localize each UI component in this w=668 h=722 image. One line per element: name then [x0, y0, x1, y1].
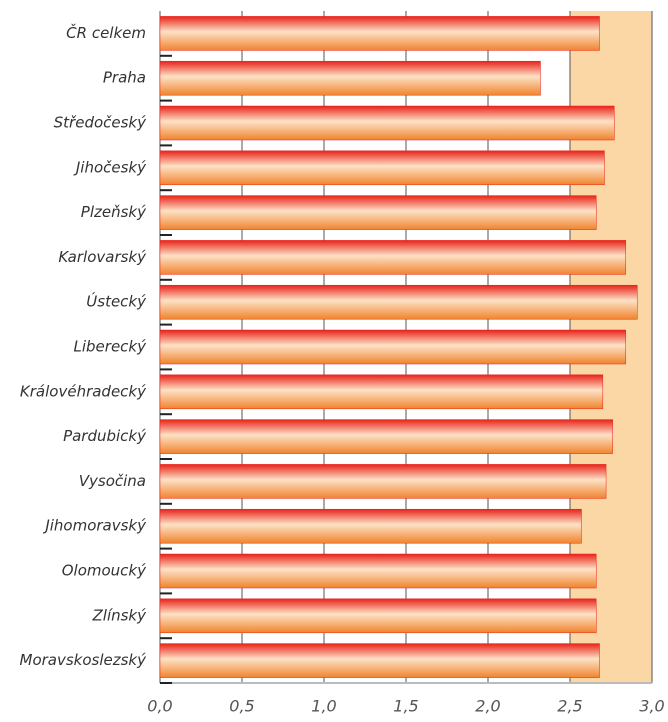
bar — [159, 508, 582, 544]
bar — [159, 553, 597, 589]
y-tick-label: Jihočeský — [73, 158, 147, 176]
bar — [159, 195, 597, 230]
y-tick-label: Ústecký — [86, 292, 147, 311]
bar — [159, 374, 604, 410]
x-tick-label: 3,0 — [639, 697, 664, 716]
bar — [159, 284, 638, 320]
bar — [159, 329, 627, 365]
y-tick-label: Pardubický — [63, 427, 147, 445]
y-tick-label: Liberecký — [74, 338, 148, 356]
bar — [159, 419, 613, 454]
y-tick-label: Karlovarský — [58, 248, 147, 266]
x-tick-label: 1,5 — [393, 697, 418, 716]
y-tick-label: Vysočina — [79, 472, 146, 490]
y-tick-label: Královéhradecký — [20, 382, 147, 400]
y-tick-label: Praha — [103, 69, 146, 87]
bar — [159, 464, 607, 499]
y-tick-label: Moravskoslezský — [20, 651, 148, 669]
bar — [159, 643, 600, 678]
y-tick-label: Zlínský — [92, 606, 148, 624]
bar — [159, 240, 627, 275]
y-tick-label: Jihomoravský — [42, 517, 147, 535]
x-tick-label: 0,0 — [147, 697, 172, 716]
y-tick-label: Středočeský — [54, 114, 147, 132]
x-tick-label: 0,5 — [229, 697, 254, 716]
x-tick-label: 1,0 — [311, 697, 336, 716]
bar — [159, 60, 541, 96]
y-tick-label: ČR celkem — [66, 23, 146, 42]
x-tick-label: 2,0 — [475, 697, 500, 716]
bar — [159, 150, 605, 186]
y-tick-label: Olomoucký — [62, 562, 147, 580]
bar — [159, 16, 600, 51]
bar — [159, 105, 615, 141]
bar — [159, 598, 597, 634]
x-tick-label: 2,5 — [557, 697, 582, 716]
y-tick-label: Plzeňský — [81, 203, 147, 221]
